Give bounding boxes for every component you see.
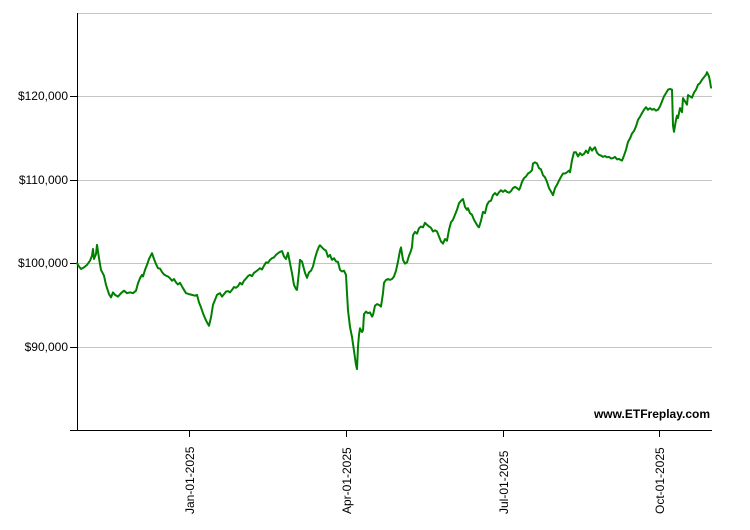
x-axis-label-jul: Jul-01-2025 [496, 450, 511, 514]
y-axis-label-100000: $100,000 [17, 256, 68, 270]
x-axis-label-jan: Jan-01-2025 [182, 446, 197, 514]
y-axis-label-120000: $120,000 [17, 89, 68, 103]
watermark-text: www.ETFreplay.com [593, 407, 710, 421]
price-line [76, 71, 712, 371]
y-axis-label-110000: $110,000 [18, 173, 68, 187]
x-axis-label-apr: Apr-01-2025 [339, 447, 354, 514]
x-axis-label-oct: Oct-01-2025 [652, 447, 667, 514]
y-axis-label-90000: $90,000 [24, 340, 68, 354]
